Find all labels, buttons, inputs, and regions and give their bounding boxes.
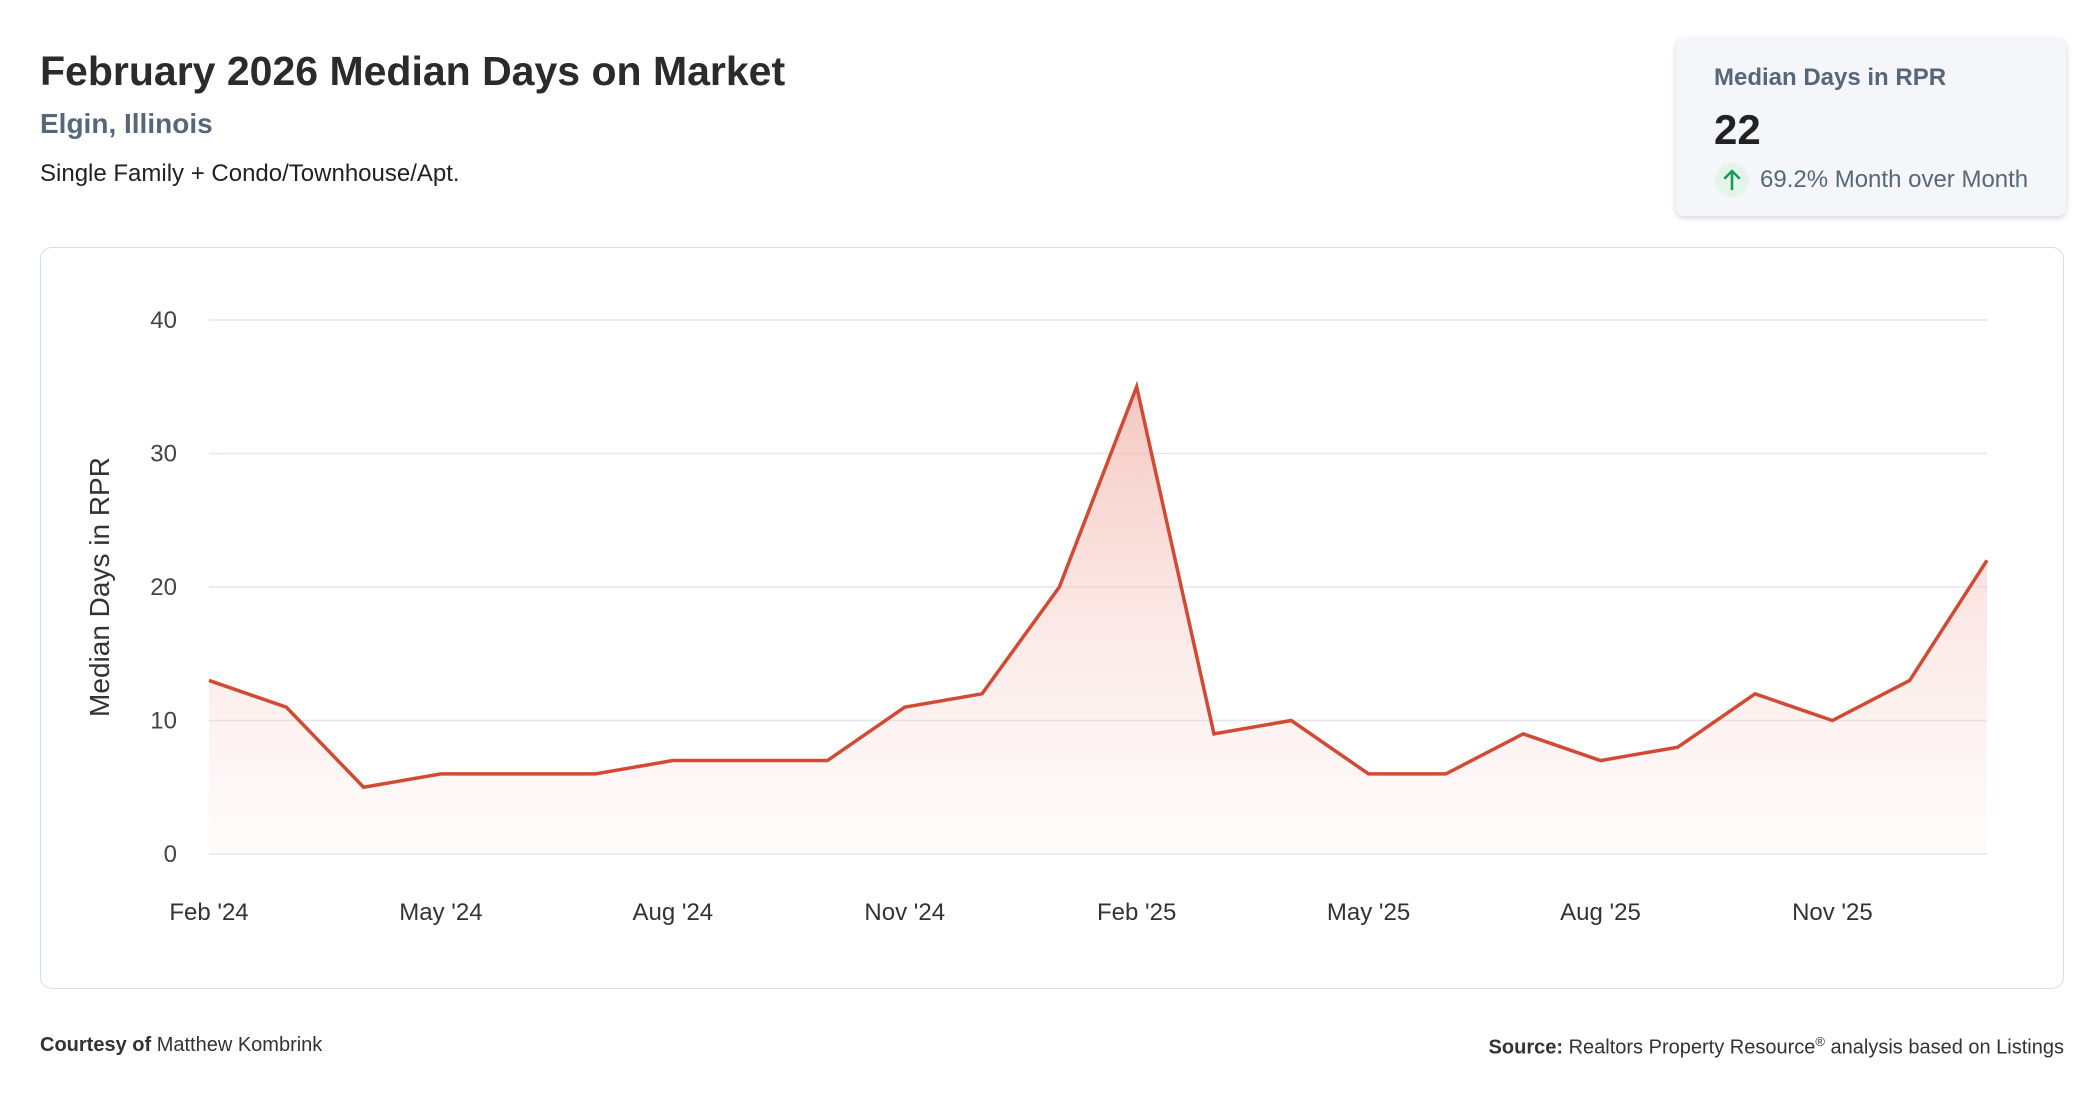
data-point [1908,678,1912,682]
data-point [284,705,288,709]
registered-mark: ® [1815,1034,1825,1049]
x-tick-label: May '25 [1327,899,1410,926]
kpi-change: 69.2% Month over Month [1714,162,2028,198]
data-point [1212,732,1216,736]
source-text: Realtors Property Resource [1568,1036,1816,1059]
data-point [1135,385,1139,389]
page-title: February 2026 Median Days on Market [40,48,786,94]
x-tick-label: Nov '24 [864,899,945,926]
courtesy-label: Courtesy of [40,1034,152,1056]
data-point [1830,719,1834,723]
y-axis-label: Median Days in RPR [84,457,115,717]
courtesy-name: Matthew Kombrink [156,1034,323,1056]
data-point [1367,772,1371,776]
x-tick-label: Aug '24 [632,899,713,926]
data-point [1057,585,1061,589]
y-tick-label: 20 [150,574,177,601]
arrow-up-icon [1715,163,1749,197]
x-tick-label: Feb '25 [1097,899,1176,926]
data-point [671,759,675,763]
x-tick-label: Nov '25 [1792,899,1873,926]
kpi-card: Median Days in RPR 22 69.2% Month over M… [1676,38,2066,216]
data-point [594,772,598,776]
median-days-chart: 0 10 20 30 40 Median Days in RPR Feb '24 May '2… [84,307,1989,926]
data-point [1521,732,1525,736]
data-point [903,705,907,709]
y-tick-label: 0 [164,841,177,868]
data-point [1985,558,1989,562]
series-area [209,386,1987,854]
data-point [362,785,366,789]
y-tick-label: 30 [150,441,177,468]
series-line [208,380,1989,790]
kpi-change-text: 69.2% Month over Month [1760,166,2029,193]
data-point [748,759,752,763]
y-tick-label: 40 [150,307,177,334]
data-point [1444,772,1448,776]
source-label: Source: [1488,1036,1564,1059]
kpi-value: 22 [1714,106,1761,153]
chart-card: 0 10 20 30 40 Median Days in RPR Feb '24 May '2… [40,247,2064,989]
data-point [980,692,984,696]
source-text-tail: analysis based on Listings [1824,1036,2065,1059]
data-point [516,772,520,776]
data-point [439,772,443,776]
data-point [1289,719,1293,723]
x-tick-label: Aug '25 [1560,899,1641,926]
data-point [1753,692,1757,696]
courtesy-footer: Courtesy of Matthew Kombrink [40,1034,322,1057]
x-tick-label: Feb '24 [169,899,248,926]
x-tick-label: May '24 [399,899,482,926]
data-point [1676,745,1680,749]
y-tick-label: 10 [150,708,177,735]
data-point [825,759,829,763]
kpi-label: Median Days in RPR [1714,64,1947,91]
source-footer: Source: Realtors Property Resource® anal… [1489,1034,2064,1060]
property-types: Single Family + Condo/Townhouse/Apt. [40,160,460,187]
data-point [207,678,211,682]
location-subtitle: Elgin, Illinois [40,108,213,139]
data-point [1598,759,1602,763]
